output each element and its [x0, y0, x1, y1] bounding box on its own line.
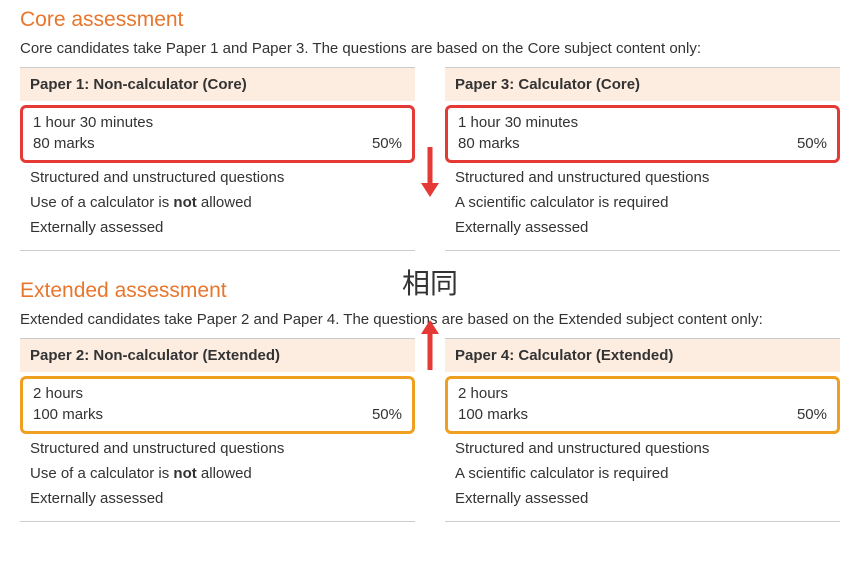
- core-papers-row: Paper 1: Non-calculator (Core) 1 hour 30…: [20, 67, 840, 251]
- paper2-card: Paper 2: Non-calculator (Extended) 2 hou…: [20, 338, 415, 522]
- paper2-weight: 50%: [372, 406, 402, 423]
- arrow-down-icon: [419, 147, 441, 197]
- paper3-line3: Externally assessed: [455, 217, 830, 238]
- paper2-line2: Use of a calculator is not allowed: [30, 463, 405, 484]
- paper3-card: Paper 3: Calculator (Core) 1 hour 30 min…: [445, 67, 840, 251]
- paper4-highlight: 2 hours 100 marks 50%: [445, 376, 840, 434]
- paper1-line3: Externally assessed: [30, 217, 405, 238]
- paper3-marks-row: 80 marks 50%: [458, 135, 827, 152]
- paper2-header: Paper 2: Non-calculator (Extended): [20, 339, 415, 372]
- paper1-marks-row: 80 marks 50%: [33, 135, 402, 152]
- paper1-card: Paper 1: Non-calculator (Core) 1 hour 30…: [20, 67, 415, 251]
- paper3-highlight: 1 hour 30 minutes 80 marks 50%: [445, 105, 840, 163]
- paper2-marks-row: 100 marks 50%: [33, 406, 402, 423]
- paper3-details: Structured and unstructured questions A …: [445, 163, 840, 250]
- paper3-marks: 80 marks: [458, 135, 520, 152]
- arrow-up-icon: [419, 320, 441, 370]
- paper1-marks: 80 marks: [33, 135, 95, 152]
- paper4-card: Paper 4: Calculator (Extended) 2 hours 1…: [445, 338, 840, 522]
- paper4-line3: Externally assessed: [455, 488, 830, 509]
- core-desc: Core candidates take Paper 1 and Paper 3…: [20, 40, 840, 57]
- paper4-line2: A scientific calculator is required: [455, 463, 830, 484]
- paper3-header: Paper 3: Calculator (Core): [445, 68, 840, 101]
- paper2-line3: Externally assessed: [30, 488, 405, 509]
- paper4-details: Structured and unstructured questions A …: [445, 434, 840, 521]
- center-label: 相同: [402, 262, 458, 302]
- paper4-marks: 100 marks: [458, 406, 528, 423]
- paper4-line1: Structured and unstructured questions: [455, 438, 830, 459]
- core-title: Core assessment: [20, 8, 840, 32]
- paper2-duration: 2 hours: [33, 385, 402, 402]
- paper1-highlight: 1 hour 30 minutes 80 marks 50%: [20, 105, 415, 163]
- paper2-marks: 100 marks: [33, 406, 103, 423]
- paper4-header: Paper 4: Calculator (Extended): [445, 339, 840, 372]
- paper1-duration: 1 hour 30 minutes: [33, 114, 402, 131]
- paper2-details: Structured and unstructured questions Us…: [20, 434, 415, 521]
- paper4-marks-row: 100 marks 50%: [458, 406, 827, 423]
- paper3-weight: 50%: [797, 135, 827, 152]
- paper3-duration: 1 hour 30 minutes: [458, 114, 827, 131]
- paper2-highlight: 2 hours 100 marks 50%: [20, 376, 415, 434]
- extended-papers-row: Paper 2: Non-calculator (Extended) 2 hou…: [20, 338, 840, 522]
- paper2-line1: Structured and unstructured questions: [30, 438, 405, 459]
- extended-section: Extended assessment Extended candidates …: [20, 279, 840, 522]
- paper3-line2: A scientific calculator is required: [455, 192, 830, 213]
- paper4-duration: 2 hours: [458, 385, 827, 402]
- paper1-details: Structured and unstructured questions Us…: [20, 163, 415, 250]
- paper1-line1: Structured and unstructured questions: [30, 167, 405, 188]
- paper1-line2: Use of a calculator is not allowed: [30, 192, 405, 213]
- paper1-weight: 50%: [372, 135, 402, 152]
- core-section: Core assessment Core candidates take Pap…: [20, 8, 840, 251]
- paper1-header: Paper 1: Non-calculator (Core): [20, 68, 415, 101]
- paper3-line1: Structured and unstructured questions: [455, 167, 830, 188]
- paper4-weight: 50%: [797, 406, 827, 423]
